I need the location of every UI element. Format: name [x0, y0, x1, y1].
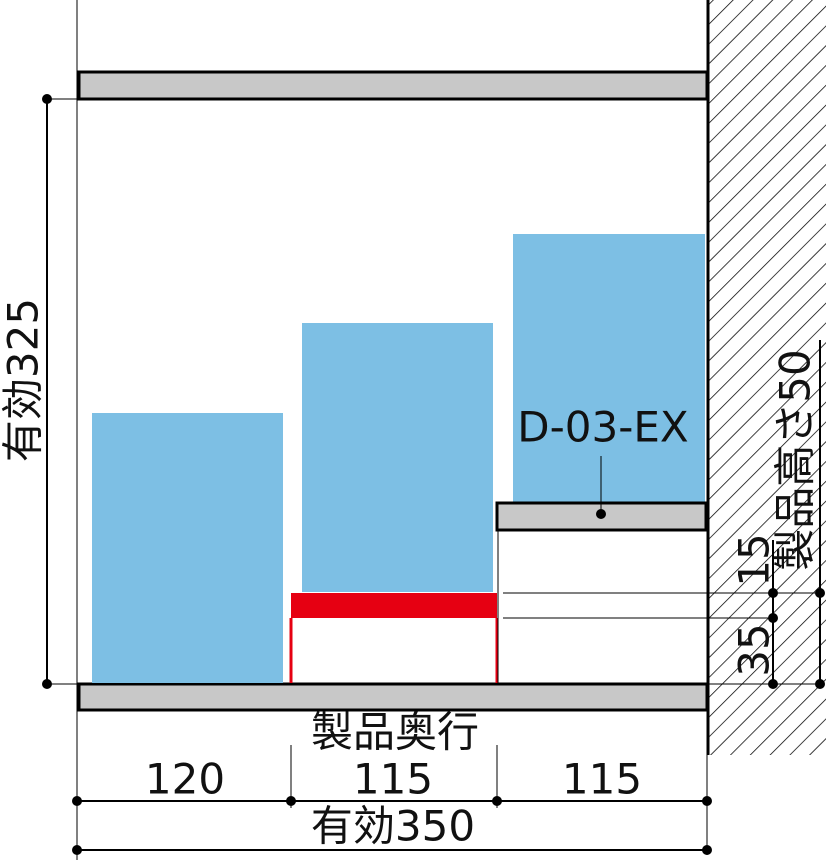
dim-label: 製品高さ50	[771, 349, 820, 570]
dot	[815, 588, 825, 598]
dot	[596, 509, 606, 519]
dim-label: 有効350	[311, 802, 475, 851]
dot	[815, 679, 825, 689]
dim-label: 15	[730, 533, 779, 586]
product	[513, 234, 705, 502]
dot	[286, 796, 296, 806]
dot	[768, 613, 778, 623]
wall	[709, 0, 826, 755]
product	[302, 323, 493, 592]
top-shelf	[77, 70, 709, 101]
dot	[702, 796, 712, 806]
riser	[291, 593, 497, 618]
dim-label: 115	[353, 755, 433, 804]
dot	[42, 94, 52, 104]
dot	[492, 796, 502, 806]
dim-label: 35	[730, 623, 779, 676]
dim-title: 製品奥行	[311, 708, 479, 757]
bottom-shelf	[77, 682, 709, 712]
dim-label: 115	[562, 755, 642, 804]
dot	[768, 679, 778, 689]
product	[92, 413, 283, 683]
dot	[72, 845, 82, 855]
dot	[702, 845, 712, 855]
dim-label: 120	[145, 755, 225, 804]
dot	[72, 796, 82, 806]
height-label: 有効325	[0, 298, 48, 462]
shelf-label: D-03-EX	[517, 403, 688, 452]
dot	[768, 588, 778, 598]
